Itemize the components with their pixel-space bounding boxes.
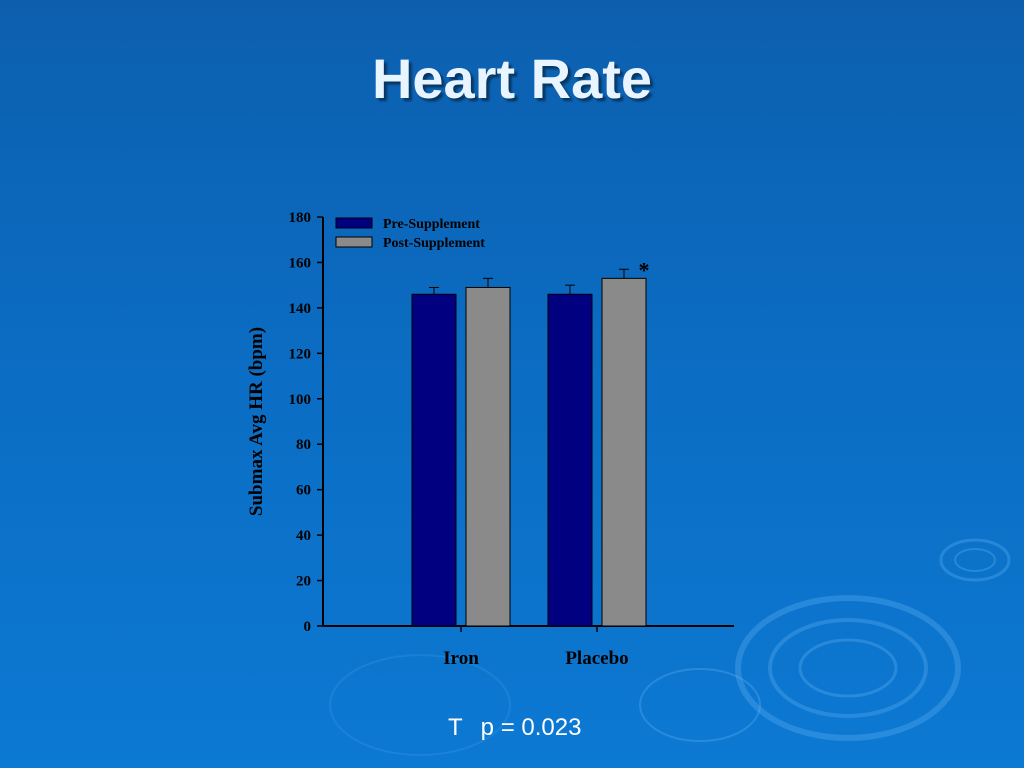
legend-label-pre: Pre-Supplement: [383, 217, 480, 232]
legend-swatch-pre: [335, 217, 373, 229]
x-tick-label-placebo: Placebo: [565, 648, 628, 669]
y-axis-label: Submax Avg HR (bpm): [246, 327, 267, 516]
bar-placebo-pre: [547, 293, 593, 627]
y-tick-label: 40: [296, 528, 311, 544]
footnote-symbol: T: [448, 714, 463, 741]
legend-label-post: Post-Supplement: [383, 236, 485, 251]
significance-marker: *: [639, 257, 650, 282]
bar-iron-pre: [411, 293, 457, 627]
y-tick-label: 20: [296, 574, 311, 590]
y-tick-label: 80: [296, 437, 311, 453]
legend-swatch-post: [335, 236, 373, 248]
y-tick-label: 120: [289, 346, 312, 362]
slide-title: Heart Rate: [371, 47, 653, 110]
bar-placebo-post: [601, 277, 647, 627]
x-tick-label-iron: Iron: [443, 648, 479, 669]
y-tick-label: 100: [289, 392, 312, 408]
y-tick-label: 160: [289, 255, 312, 271]
bar-iron-post: [465, 286, 511, 627]
y-tick-label: 60: [296, 483, 311, 499]
y-tick-label: 140: [289, 301, 312, 317]
y-tick-label: 180: [289, 210, 312, 226]
footnote-text: p = 0.023: [480, 714, 582, 741]
y-tick-label: 0: [304, 619, 312, 635]
